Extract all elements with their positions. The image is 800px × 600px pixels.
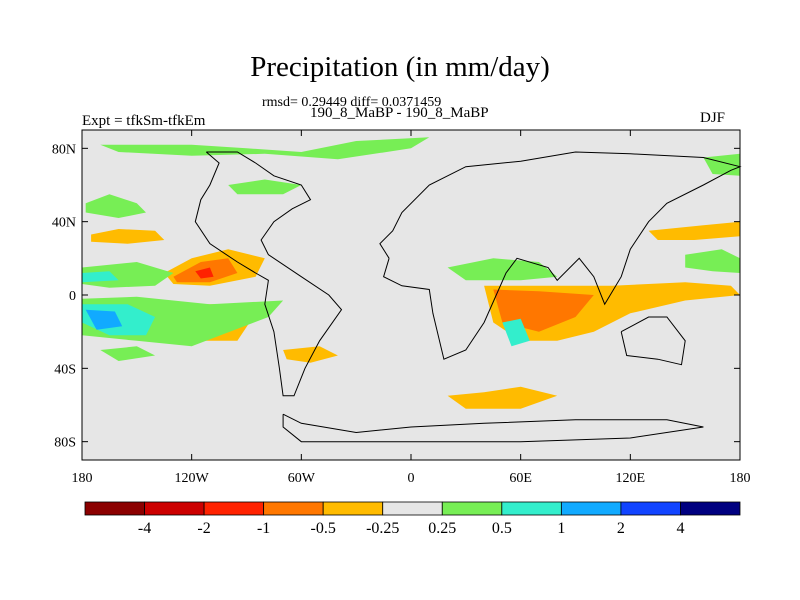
colorbar-swatch: [441, 501, 503, 516]
x-tick-label: 120W: [175, 471, 210, 486]
colorbar-label: -2: [197, 520, 210, 537]
colorbar: -4 -2 -1 -0.5 -0.25 0.25 0.5 1 2 4: [84, 501, 741, 537]
y-tick-label: 40S: [54, 362, 76, 377]
x-tick-label: 60W: [288, 471, 316, 486]
region-arctic-band-wet: [100, 137, 430, 160]
coastline-antarctica: [282, 413, 704, 443]
coastlines: [194, 151, 742, 443]
season-label: DJF: [700, 110, 726, 126]
region-north-pacific-east-dry: [648, 221, 740, 240]
region-west-pacific-wet-north-core: [82, 271, 119, 283]
region-australia-south-dry: [447, 386, 558, 409]
colorbar-swatch: [560, 501, 622, 516]
colorbar-label: -0.25: [366, 520, 399, 537]
colorbar-label: 2: [617, 520, 625, 537]
chart-title: Precipitation (in mm/day): [250, 51, 550, 83]
x-tick-label: 180: [72, 471, 93, 486]
colorbar-label: 1: [557, 520, 565, 537]
coastline-africa-europe-asia: [379, 151, 742, 360]
region-south-atlantic-dry: [283, 346, 338, 363]
colorbar-label: 0.25: [428, 520, 456, 537]
colorbar-swatch: [680, 501, 741, 516]
colorbar-swatch: [84, 501, 145, 516]
colorbar-swatch: [322, 501, 384, 516]
y-tick-label: 40N: [52, 216, 76, 231]
region-west-pacific-wet-north: [82, 262, 174, 288]
stats-line: rmsd= 0.29449 diff= 0.0371459: [262, 95, 442, 110]
colorbar-label: -0.5: [311, 520, 336, 537]
colorbar-label: 4: [676, 520, 684, 537]
region-north-atlantic-wet: [228, 179, 302, 195]
colorbar-swatch: [382, 501, 443, 516]
colorbar-swatch: [203, 501, 265, 516]
region-pacific-dry-north-core: [195, 267, 214, 279]
region-south-pacific-wet: [100, 346, 156, 361]
y-tick-label: 0: [69, 289, 76, 304]
runs-label: 190_8_MaBP - 190_8_MaBP: [310, 105, 489, 121]
y-tick-label: 80S: [54, 436, 76, 451]
region-east-pacific-wet: [685, 249, 740, 273]
x-tick-label: 180: [730, 471, 751, 486]
colorbar-label: -4: [138, 520, 151, 537]
colorbar-swatch: [144, 501, 205, 516]
region-madagascar-wet: [502, 318, 530, 347]
contour-regions: [82, 137, 740, 409]
region-north-pacific-wet: [85, 194, 146, 218]
y-axis: 80N 40N 0 40S 80S: [52, 142, 740, 451]
x-tick-label: 120E: [616, 471, 646, 486]
colorbar-swatch: [501, 501, 562, 516]
colorbar-swatch: [263, 501, 324, 516]
coastline-australia: [620, 316, 686, 366]
coastline-americas: [194, 151, 343, 397]
x-tick-label: 0: [408, 471, 415, 486]
x-axis: 180 120W 60W 0 60E 120E 180: [72, 130, 751, 486]
region-equatorial-atlantic-wet: [447, 258, 558, 281]
region-equatorial-wet-band-core: [85, 309, 123, 330]
x-tick-label: 60E: [509, 471, 532, 486]
experiment-label: Expt = tfkSm-tfkEm: [82, 113, 206, 129]
colorbar-label: -1: [257, 520, 270, 537]
y-tick-label: 80N: [52, 142, 76, 157]
colorbar-swatch: [620, 501, 681, 516]
colorbar-label: 0.5: [492, 520, 512, 537]
region-north-pacific-dry: [91, 229, 165, 244]
